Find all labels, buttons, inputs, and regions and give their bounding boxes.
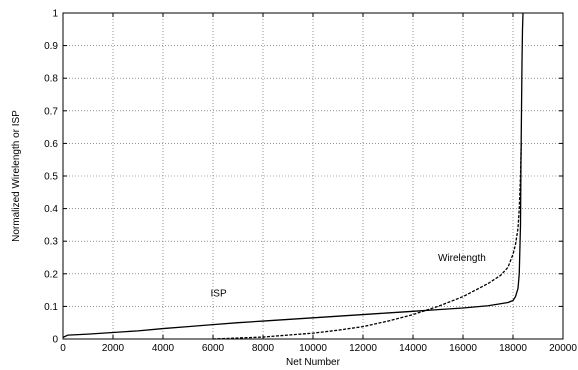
- ticks-group: 0 2000 4000 6000 8000 10000 12000 14000 16000 180…: [44, 9, 577, 355]
- x-tick-label: 10000: [299, 343, 327, 354]
- y-tick-label: 0: [52, 335, 58, 346]
- y-tick-label: 0.4: [44, 204, 58, 215]
- annotation-label: Wirelength: [438, 253, 486, 264]
- x-tick-label: 6000: [202, 343, 225, 354]
- y-tick-label: 0.1: [44, 302, 58, 313]
- y-tick-label: 0.9: [44, 41, 58, 52]
- annotations-group: ISP Wirelength: [211, 253, 486, 300]
- x-tick-label: 4000: [152, 343, 175, 354]
- y-tick-label: 0.6: [44, 139, 58, 150]
- y-tick-label: 0.8: [44, 74, 58, 85]
- x-tick-label: 8000: [252, 343, 275, 354]
- annotation-label: ISP: [211, 289, 227, 300]
- y-tick-label: 0.2: [44, 269, 58, 280]
- x-tick-label: 20000: [549, 343, 577, 354]
- x-tick-label: 18000: [499, 343, 527, 354]
- grid: [63, 13, 563, 339]
- y-tick-label: 1: [52, 9, 58, 20]
- y-tick-label: 0.3: [44, 237, 58, 248]
- series-line-wirelength: [212, 143, 522, 340]
- series-group: [62, 12, 524, 340]
- x-tick-label: 16000: [449, 343, 477, 354]
- series-line-isp: [62, 12, 524, 338]
- x-tick-label: 14000: [399, 343, 427, 354]
- x-axis-label: Net Number: [286, 357, 341, 368]
- y-tick-label: 0.5: [44, 172, 58, 183]
- y-tick-label: 0.7: [44, 106, 58, 117]
- x-tick-label: 12000: [349, 343, 377, 354]
- x-tick-label: 2000: [102, 343, 125, 354]
- x-tick-label: 0: [60, 343, 66, 354]
- y-axis-label: Normalized Wirelength or ISP: [11, 110, 22, 242]
